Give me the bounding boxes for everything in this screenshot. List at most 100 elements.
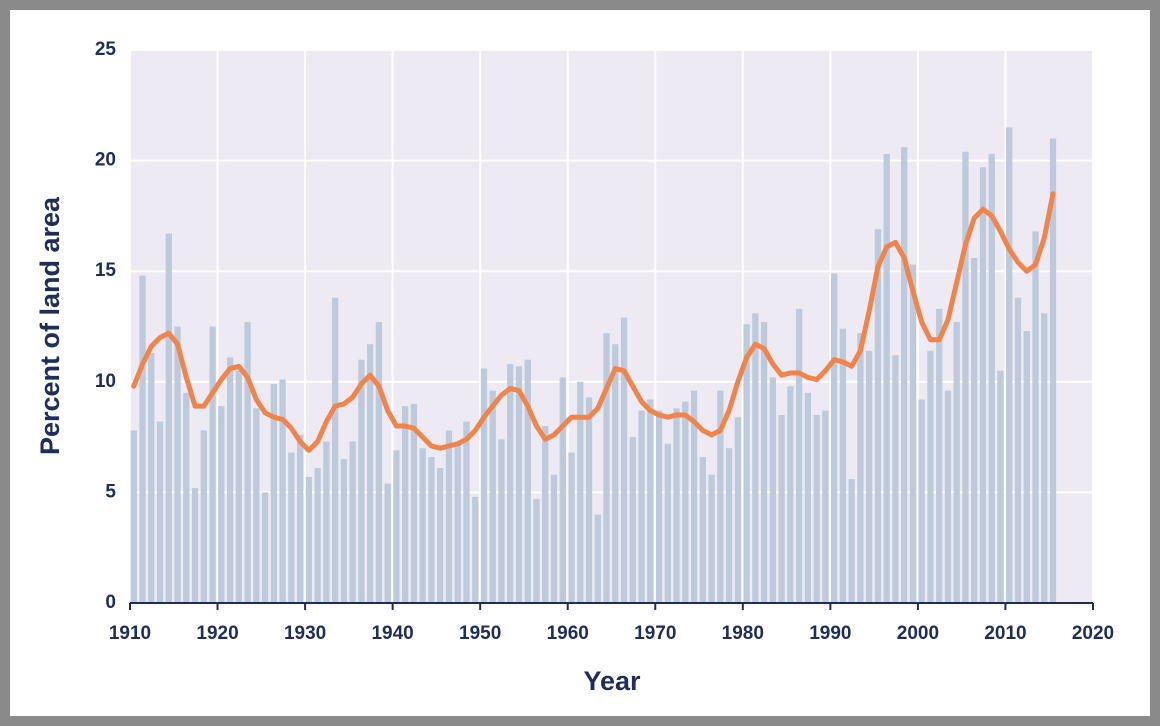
bar — [349, 441, 356, 603]
bar — [472, 496, 479, 603]
bar — [550, 474, 558, 603]
bar — [594, 514, 601, 603]
bar — [375, 322, 383, 603]
x-tick-label: 1980 — [722, 623, 764, 644]
bar — [235, 370, 242, 603]
bar — [340, 459, 348, 603]
bar — [174, 326, 181, 603]
bar — [463, 421, 470, 603]
bar — [1041, 313, 1048, 603]
x-tick-label: 1940 — [371, 623, 413, 644]
bar — [244, 322, 251, 603]
bar — [997, 370, 1004, 603]
bar — [901, 147, 908, 603]
bar — [419, 448, 426, 603]
bar — [1032, 231, 1039, 603]
bar — [690, 390, 698, 603]
bar — [813, 414, 820, 603]
bar — [507, 364, 514, 603]
y-axis-title: Percent of land area — [35, 196, 65, 455]
bar — [270, 384, 278, 603]
bar — [515, 366, 523, 603]
bar — [1049, 138, 1057, 604]
bar — [279, 379, 286, 603]
x-tick-label: 1950 — [459, 623, 501, 644]
bar — [139, 275, 146, 603]
bar — [804, 392, 812, 603]
bar — [936, 308, 943, 603]
y-tick-label: 10 — [95, 371, 116, 392]
bar — [962, 151, 969, 603]
bar — [769, 377, 777, 603]
bar — [402, 406, 409, 603]
bar — [971, 257, 978, 603]
x-tick-label: 2010 — [984, 623, 1026, 644]
bar — [314, 468, 321, 603]
bar — [1023, 330, 1030, 603]
bar — [367, 344, 374, 603]
bar — [699, 457, 706, 603]
bar — [743, 324, 750, 603]
y-tick-label: 15 — [95, 260, 117, 281]
bar — [559, 377, 566, 603]
bar — [839, 328, 847, 603]
bar — [638, 410, 645, 603]
bar — [384, 483, 391, 603]
trend-line — [131, 191, 1056, 453]
bar — [1006, 127, 1013, 604]
bar — [454, 443, 461, 603]
bar — [988, 153, 995, 604]
bar — [296, 434, 304, 603]
bar — [874, 229, 882, 603]
y-tick-label: 20 — [95, 150, 116, 171]
bar — [568, 452, 575, 603]
bar — [822, 410, 829, 603]
bar — [620, 317, 628, 603]
bar — [323, 441, 330, 603]
bar — [331, 297, 339, 603]
bar — [253, 408, 260, 603]
bar — [778, 414, 785, 603]
bar — [927, 350, 934, 603]
bar — [979, 167, 987, 603]
bar — [165, 233, 172, 603]
bar — [437, 468, 444, 603]
bar — [603, 333, 610, 603]
bar — [787, 386, 794, 603]
bar — [577, 381, 584, 603]
bar — [358, 359, 365, 603]
bar — [892, 355, 899, 603]
x-tick-label: 1990 — [809, 623, 851, 644]
bar — [717, 390, 724, 603]
x-tick-label: 1960 — [547, 623, 589, 644]
bar — [760, 322, 768, 603]
y-tick-label: 5 — [105, 481, 116, 502]
x-tick-label: 2000 — [897, 623, 939, 644]
bar — [218, 406, 225, 603]
bar — [647, 399, 654, 603]
bar — [918, 399, 925, 603]
bar — [288, 452, 295, 603]
bar — [410, 403, 418, 603]
y-tick-label: 0 — [105, 592, 116, 613]
bar — [156, 421, 164, 603]
x-tick-label: 2020 — [1072, 623, 1114, 644]
bar — [953, 322, 960, 603]
bar — [708, 474, 715, 603]
bar — [830, 273, 838, 603]
bar — [524, 359, 531, 603]
bar — [857, 333, 864, 603]
bar — [183, 392, 190, 603]
bar — [1014, 297, 1022, 603]
bar — [909, 264, 917, 603]
bar — [480, 368, 488, 603]
bar — [673, 408, 680, 603]
bar — [612, 344, 619, 603]
x-tick-label: 1930 — [284, 623, 326, 644]
x-tick-label: 1970 — [634, 623, 676, 644]
bar — [944, 390, 952, 603]
bar — [542, 426, 549, 603]
bar — [848, 479, 855, 603]
bar — [305, 476, 313, 603]
